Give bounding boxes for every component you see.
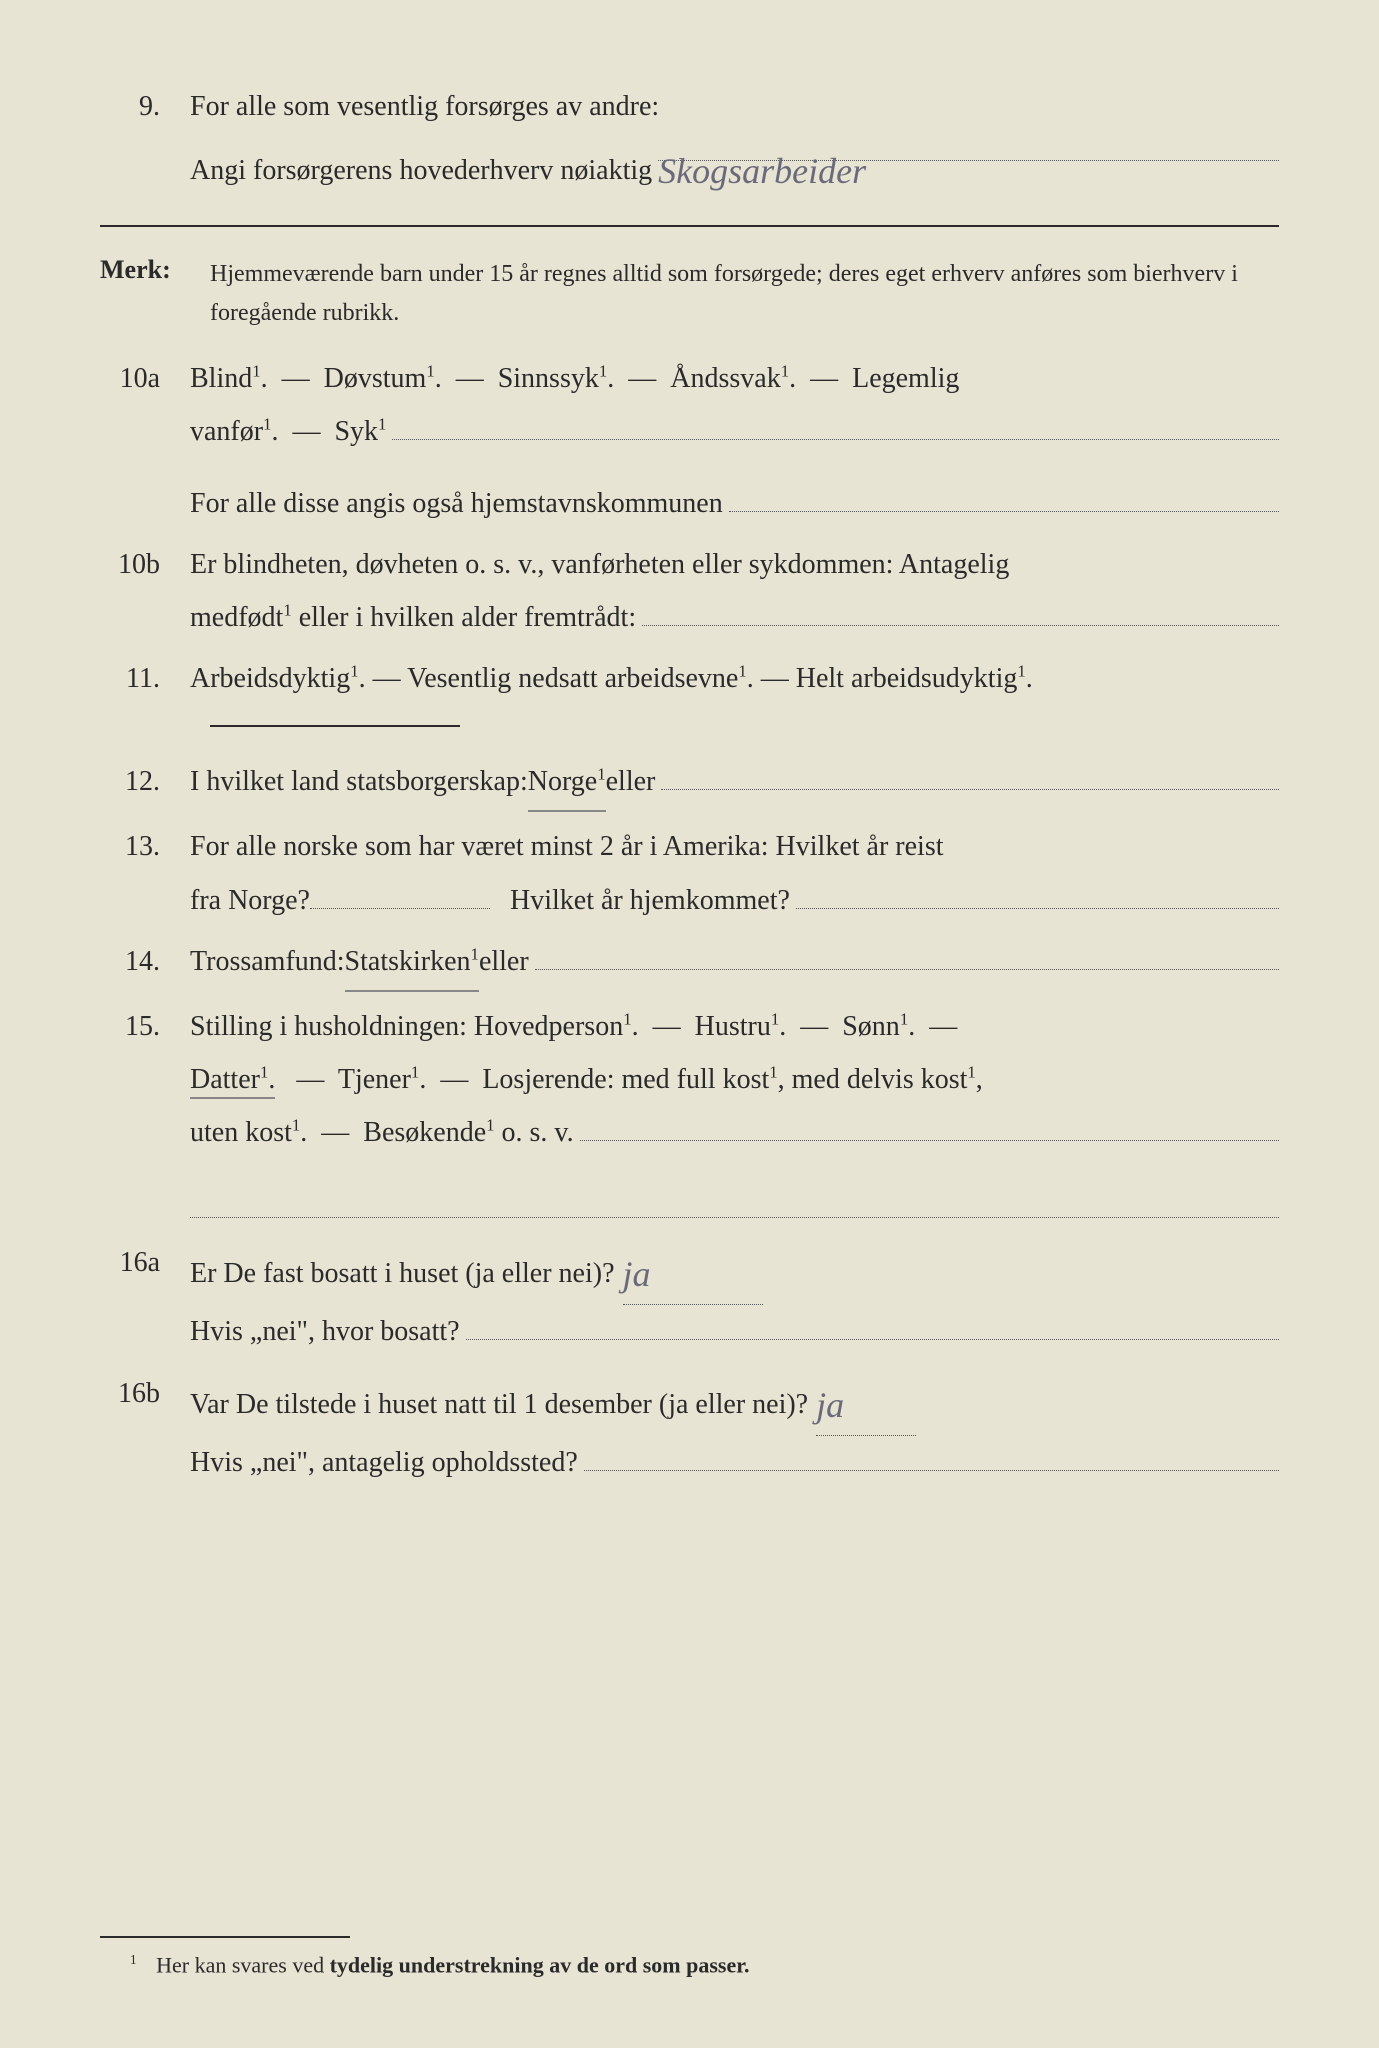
separator-2 — [210, 725, 460, 727]
merk-text: Hjemmeværende barn under 15 år regnes al… — [210, 255, 1279, 332]
q16a-line1: Er De fast bosatt i huset (ja eller nei)… — [190, 1236, 1279, 1305]
q13-fill2 — [796, 881, 1279, 909]
question-16a: 16a Er De fast bosatt i huset (ja eller … — [100, 1236, 1279, 1359]
q10a-body: Blind1. — Døvstum1. — Sinnssyk1. — Åndss… — [190, 352, 1279, 530]
q16b-q: Var De tilstede i huset natt til 1 desem… — [190, 1378, 808, 1431]
q12-prefix: I hvilket land statsborgerskap: — [190, 755, 528, 808]
q12-suffix: eller — [606, 755, 656, 808]
question-16b: 16b Var De tilstede i huset natt til 1 d… — [100, 1367, 1279, 1490]
separator-1 — [100, 225, 1279, 227]
q16b-body: Var De tilstede i huset natt til 1 desem… — [190, 1367, 1279, 1490]
q16b-fill1: ja — [816, 1367, 916, 1436]
q10b-body: Er blindheten, døvheten o. s. v., vanfør… — [190, 538, 1279, 644]
q11-number: 11. — [100, 652, 190, 705]
question-12: 12. I hvilket land statsborgerskap: Norg… — [100, 755, 1279, 812]
q14-suffix: eller — [479, 935, 529, 988]
q16b-line1: Var De tilstede i huset natt til 1 desem… — [190, 1367, 1279, 1436]
merk-note: Merk: Hjemmeværende barn under 15 år reg… — [100, 255, 1279, 332]
q16a-line2: Hvis „nei", hvor bosatt? — [190, 1305, 1279, 1358]
q16b-l2: Hvis „nei", antagelig opholdssted? — [190, 1436, 578, 1489]
q15-line2: Datter1. — Tjener1. — Losjerende: med fu… — [190, 1053, 1279, 1106]
footnote-separator — [100, 1936, 350, 1938]
q13-number: 13. — [100, 820, 190, 926]
q10a-hjemstavn: For alle disse angis også hjemstavnskomm… — [190, 477, 723, 530]
q16a-q: Er De fast bosatt i huset (ja eller nei)… — [190, 1247, 615, 1300]
q15-fill1 — [580, 1113, 1279, 1141]
q16b-fill2 — [584, 1443, 1279, 1471]
q10b-text-1: Er blindheten, døvheten o. s. v., vanfør… — [190, 538, 1279, 591]
q13-fill1 — [310, 908, 490, 909]
q12-fill — [661, 762, 1279, 790]
q13-part2: Hvilket år hjemkommet? — [510, 874, 790, 927]
q16b-number: 16b — [100, 1367, 190, 1490]
merk-label: Merk: — [100, 255, 210, 332]
q10a-fill1 — [392, 412, 1279, 440]
question-14: 14. Trossamfund: Statskirken1 eller — [100, 935, 1279, 992]
q16a-fill1: ja — [623, 1236, 763, 1305]
q10b-text-2: medfødt1 eller i hvilken alder fremtrådt… — [190, 591, 1279, 644]
footnote-plain: Her kan svares ved — [156, 1952, 330, 1977]
q10a-line2: For alle disse angis også hjemstavnskomm… — [190, 477, 1279, 530]
question-13: 13. For alle norske som har været minst … — [100, 820, 1279, 926]
q10a-options-line2: vanfør1. — Syk1 — [190, 405, 1279, 458]
q15-fill2 — [190, 1168, 1279, 1218]
question-15: 15. Stilling i husholdningen: Hovedperso… — [100, 1000, 1279, 1218]
q10a-fill2 — [729, 484, 1279, 512]
q14-number: 14. — [100, 935, 190, 992]
q9-handwritten: Skogsarbeider — [658, 151, 866, 191]
q15-body: Stilling i husholdningen: Hovedperson1. … — [190, 1000, 1279, 1218]
q10b-fill — [642, 598, 1279, 626]
footnote-marker: 1 — [130, 1952, 137, 1967]
q11-body: Arbeidsdyktig1. — Vesentlig nedsatt arbe… — [190, 652, 1279, 705]
footnote: 1 Her kan svares ved tydelig understrekn… — [130, 1952, 749, 1978]
q15-number: 15. — [100, 1000, 190, 1218]
q14-fill — [535, 942, 1279, 970]
q12-number: 12. — [100, 755, 190, 812]
q16b-line2: Hvis „nei", antagelig opholdssted? — [190, 1436, 1279, 1489]
q9-line1: For alle som vesentlig forsørges av andr… — [190, 80, 1279, 133]
q10a-options-line: Blind1. — Døvstum1. — Sinnssyk1. — Åndss… — [190, 352, 1279, 405]
q15-underlined: Datter1. — [190, 1064, 275, 1099]
question-9: 9. For alle som vesentlig forsørges av a… — [100, 80, 1279, 197]
q16a-fill2 — [466, 1312, 1279, 1340]
question-10b: 10b Er blindheten, døvheten o. s. v., va… — [100, 538, 1279, 644]
q13-body: For alle norske som har været minst 2 år… — [190, 820, 1279, 926]
q13-line2: fra Norge? Hvilket år hjemkommet? — [190, 874, 1279, 927]
q12-body: I hvilket land statsborgerskap: Norge1 e… — [190, 755, 1279, 812]
q14-prefix: Trossamfund: — [190, 935, 345, 988]
q14-underlined: Statskirken1 — [345, 935, 479, 992]
q15-line3: uten kost1. — Besøkende1 o. s. v. — [190, 1106, 1279, 1159]
footnote-bold: tydelig understrekning av de ord som pas… — [330, 1952, 750, 1977]
q16a-number: 16a — [100, 1236, 190, 1359]
q16b-handwritten: ja — [816, 1385, 844, 1425]
q14-body: Trossamfund: Statskirken1 eller — [190, 935, 1279, 992]
q9-fill-line: Skogsarbeider — [658, 133, 1279, 161]
question-11: 11. Arbeidsdyktig1. — Vesentlig nedsatt … — [100, 652, 1279, 705]
q10a-number: 10a — [100, 352, 190, 530]
q9-number: 9. — [100, 80, 190, 197]
q9-label: Angi forsørgerens hovederhverv nøiaktig — [190, 144, 652, 197]
q9-body: For alle som vesentlig forsørges av andr… — [190, 80, 1279, 197]
q16a-handwritten: ja — [623, 1254, 651, 1294]
q10b-number: 10b — [100, 538, 190, 644]
q12-underlined: Norge1 — [528, 755, 606, 812]
question-10a: 10a Blind1. — Døvstum1. — Sinnssyk1. — Å… — [100, 352, 1279, 530]
q15-line1: Stilling i husholdningen: Hovedperson1. … — [190, 1000, 1279, 1053]
q16a-l2: Hvis „nei", hvor bosatt? — [190, 1305, 460, 1358]
q16a-body: Er De fast bosatt i huset (ja eller nei)… — [190, 1236, 1279, 1359]
q9-line2: Angi forsørgerens hovederhverv nøiaktig … — [190, 133, 1279, 197]
q13-line1: For alle norske som har været minst 2 år… — [190, 820, 1279, 873]
